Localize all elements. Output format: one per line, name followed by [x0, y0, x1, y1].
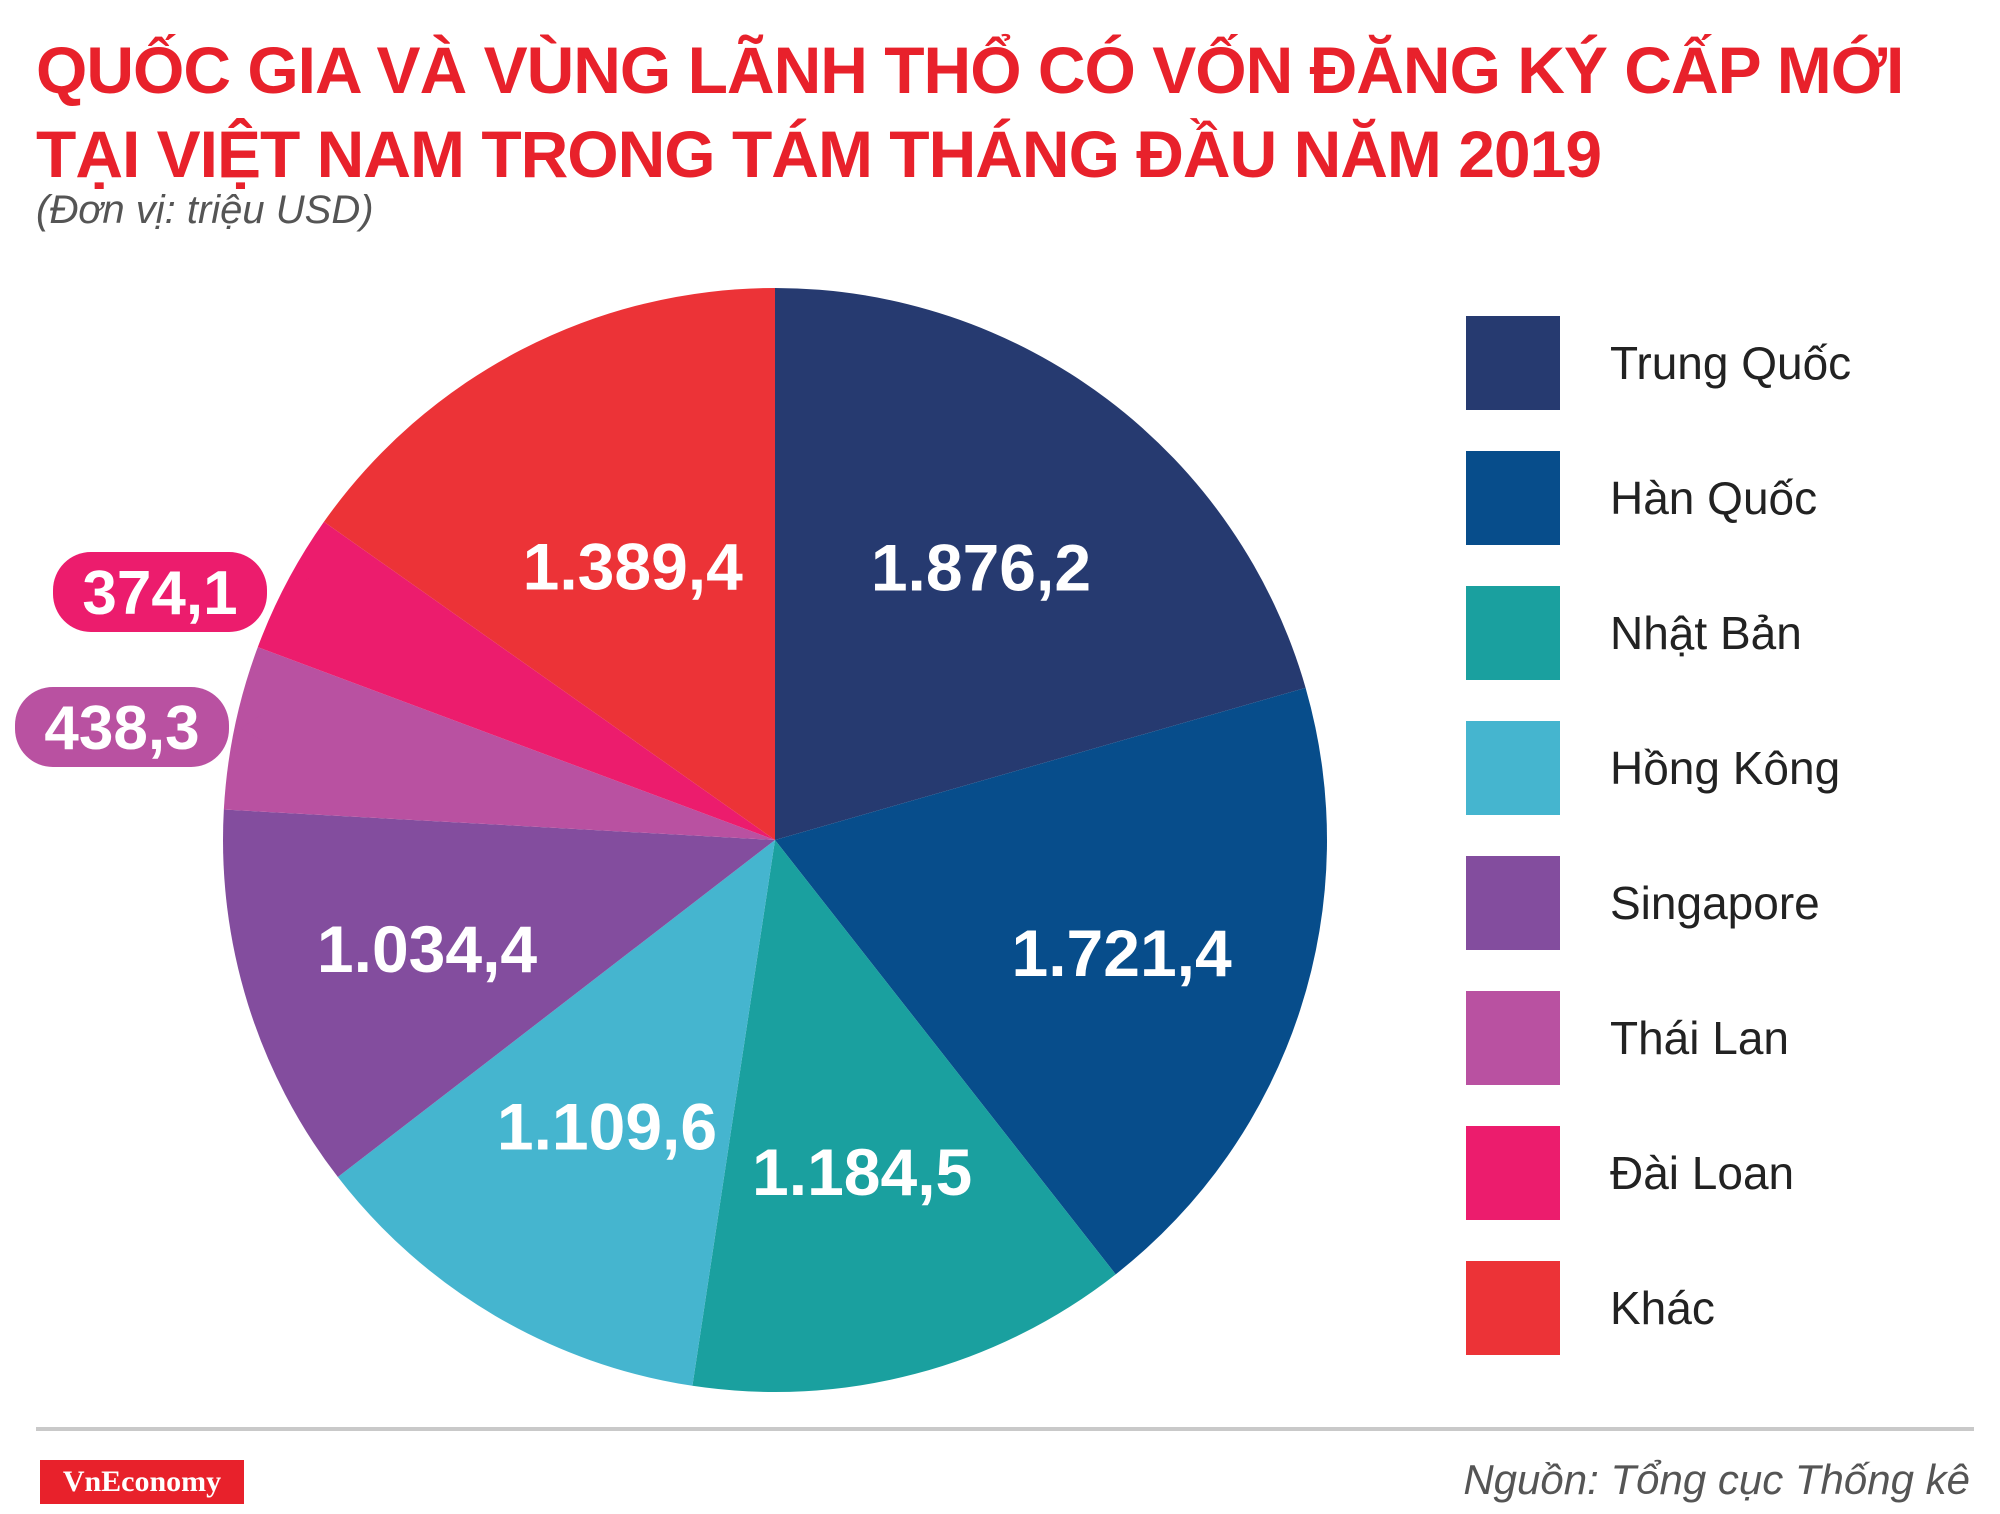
legend-swatch	[1466, 316, 1560, 410]
legend-swatch	[1466, 721, 1560, 815]
chart-title-line-2: TẠI VIỆT NAM TRONG TÁM THÁNG ĐẦU NĂM 201…	[36, 117, 1602, 191]
pie-slice-khac	[323, 288, 775, 840]
pie-slices	[222, 288, 1327, 1392]
value-label-han-quoc: 1.721,4	[1011, 916, 1231, 990]
legend-swatch	[1466, 586, 1560, 680]
legend-swatch	[1466, 991, 1560, 1085]
legend-item-dai-loan: Đài Loan	[1466, 1126, 1986, 1220]
legend-swatch	[1466, 856, 1560, 950]
value-label-khac: 1.389,4	[523, 530, 743, 604]
unit-label: (Đơn vị: triệu USD)	[36, 188, 374, 232]
legend-label: Nhật Bản	[1610, 607, 1802, 659]
value-label-trung-quoc: 1.876,2	[871, 531, 1091, 605]
legend-item-singapore: Singapore	[1466, 856, 1986, 950]
legend-item-han-quoc: Hàn Quốc	[1466, 451, 1986, 545]
legend-item-hong-kong: Hồng Kông	[1466, 721, 1986, 815]
pie-slice-dai-loan	[257, 521, 775, 840]
pie-callouts: 438,3 374,1	[15, 552, 310, 767]
value-label-thai-lan: 438,3	[44, 694, 199, 763]
pie-value-labels: 1.876,2 1.721,4 1.184,5 1.109,6 1.034,4 1.389…	[317, 530, 1232, 1209]
vneconomy-logo: VnEconomy	[40, 1460, 244, 1504]
pie-slice-trung-quoc	[775, 288, 1306, 840]
pie-slice-thai-lan	[223, 647, 775, 840]
legend-swatch	[1466, 1126, 1560, 1220]
pie-slice-nhat-ban	[692, 840, 1116, 1392]
legend-label: Trung Quốc	[1610, 337, 1852, 389]
value-label-hong-kong: 1.109,6	[497, 1089, 717, 1163]
source-note: Nguồn: Tổng cục Thống kê	[1463, 1456, 1970, 1503]
legend-label: Singapore	[1610, 877, 1820, 929]
legend-label: Đài Loan	[1610, 1147, 1795, 1199]
legend-swatch	[1466, 1261, 1560, 1355]
callout-pointer-dai-loan	[292, 578, 310, 606]
legend-item-trung-quoc: Trung Quốc	[1466, 316, 1986, 410]
legend-label: Thái Lan	[1610, 1012, 1790, 1064]
chart-title-line-1: QUỐC GIA VÀ VÙNG LÃNH THỔ CÓ VỐN ĐĂNG KÝ…	[36, 33, 1904, 107]
pie-slice-singapore	[222, 809, 775, 1178]
legend-item-nhat-ban: Nhật Bản	[1466, 586, 1986, 680]
legend-label: Khác	[1610, 1282, 1715, 1334]
callout-pointer-thai-lan	[240, 713, 264, 741]
legend-item-thai-lan: Thái Lan	[1466, 991, 1986, 1085]
legend-swatch	[1466, 451, 1560, 545]
callout-badge-dai-loan	[53, 552, 267, 632]
pie-slice-hong-kong	[337, 840, 775, 1386]
callout-badge-thai-lan	[15, 687, 229, 767]
legend-item-khac: Khác	[1466, 1261, 1986, 1355]
value-label-dai-loan: 374,1	[82, 559, 237, 628]
legend-label: Hàn Quốc	[1610, 472, 1818, 524]
pie-slice-han-quoc	[775, 687, 1327, 1275]
footer-divider	[36, 1427, 1974, 1431]
value-label-singapore: 1.034,4	[317, 912, 537, 986]
value-label-nhat-ban: 1.184,5	[752, 1135, 972, 1209]
legend-label: Hồng Kông	[1610, 742, 1841, 794]
chart-title: QUỐC GIA VÀ VÙNG LÃNH THỔ CÓ VỐN ĐĂNG KÝ…	[36, 28, 1904, 196]
